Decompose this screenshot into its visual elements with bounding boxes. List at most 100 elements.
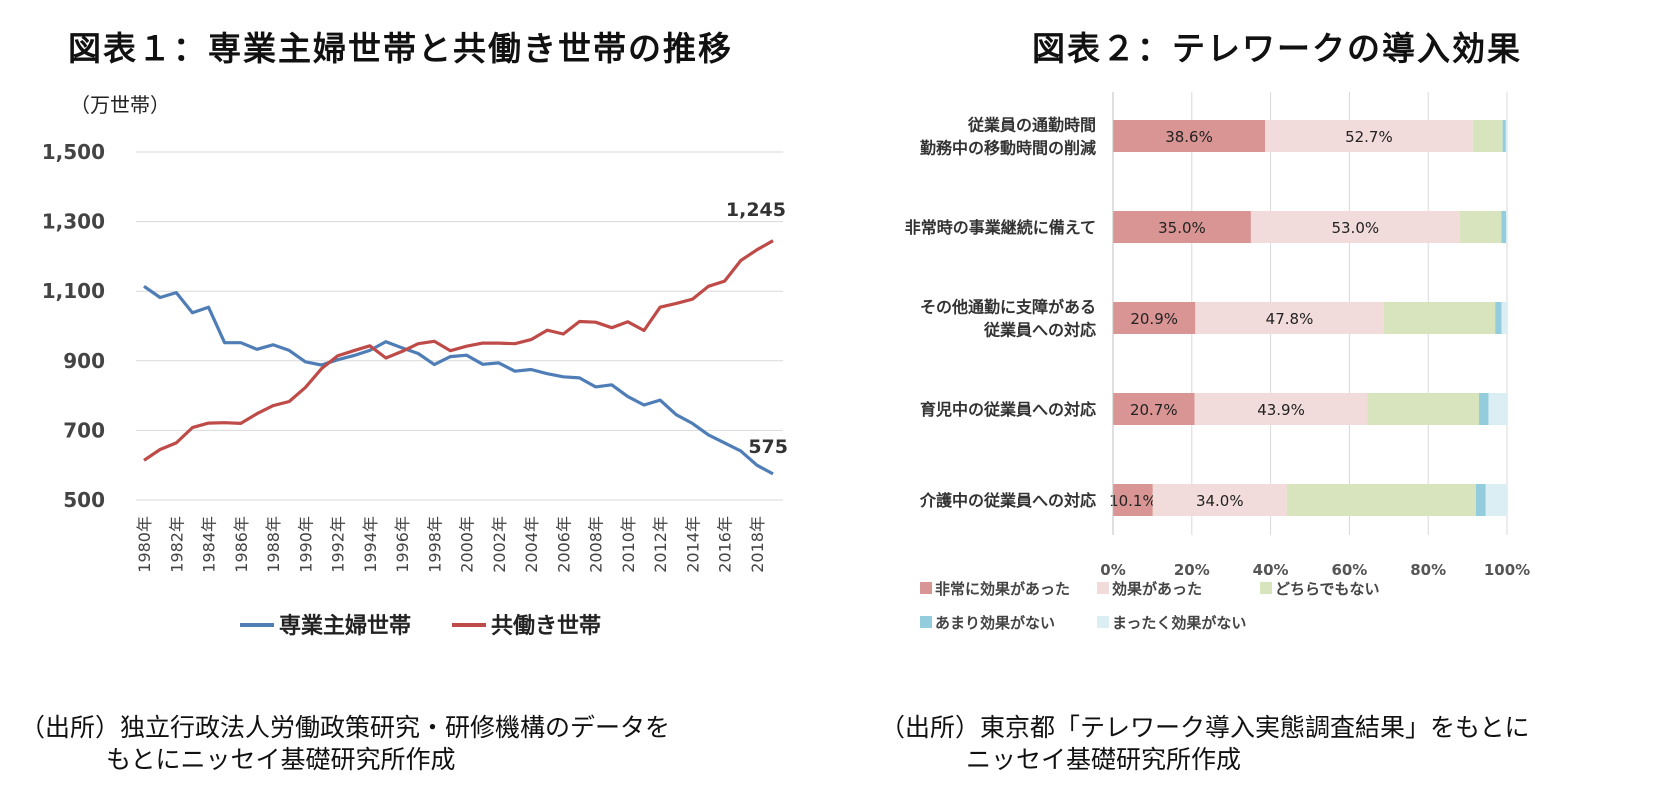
legend-label: どちらでもない [1275, 580, 1380, 598]
data-label: 53.0% [1331, 219, 1379, 237]
x-tick-label: 2006年 [554, 516, 573, 573]
bar-segment [1459, 211, 1502, 243]
data-label: 34.0% [1196, 492, 1244, 510]
legend-label-dual-income: 共働き世帯 [491, 613, 601, 639]
y-tick-label: 900 [63, 349, 105, 373]
data-label: 10.1% [1109, 492, 1157, 510]
category-label: 介護中の従業員への対応 [919, 491, 1096, 510]
legend-label: まったく効果がない [1112, 614, 1246, 632]
x-tick-label: 1990年 [296, 516, 315, 573]
category-label: 育児中の従業員への対応 [920, 400, 1096, 419]
x-tick-label: 1998年 [425, 516, 444, 573]
bar-segment [1195, 302, 1384, 334]
left-source-note: （出所）独立行政法人労働政策研究・研修機構のデータを もとにニッセイ基礎研究所作… [20, 712, 670, 776]
x-tick-label: 60% [1331, 561, 1367, 579]
end-label-housewife: 575 [748, 436, 788, 458]
x-tick-label: 1992年 [329, 516, 348, 573]
legend-label: 非常に効果があった [935, 580, 1070, 598]
bar-segment [1113, 484, 1153, 516]
data-label: 38.6% [1165, 128, 1213, 146]
bar-segment [1495, 302, 1502, 334]
panel-household-trend: 図表１：専業主婦世帯と共働き世帯の推移 （万世帯） 500 700 900 1,100 1… [20, 29, 788, 776]
data-label: 47.8% [1266, 310, 1314, 328]
x-tick-label: 1988年 [264, 516, 283, 573]
y-tick-label: 500 [63, 488, 105, 512]
legend-swatch [920, 582, 932, 594]
data-label: 20.9% [1130, 310, 1178, 328]
end-label-dual-income: 1,245 [726, 199, 786, 221]
bar-segment [1479, 393, 1489, 425]
line-chart: （万世帯） 500 700 900 1,100 1,300 1,500 1980年 1982年 1… [42, 93, 788, 639]
x-tick-label: 2016年 [716, 516, 735, 573]
x-tick-label: 2004年 [522, 516, 541, 573]
x-tick-label: 1984年 [200, 516, 219, 573]
bar-segment [1113, 120, 1266, 152]
legend-swatch [1097, 582, 1109, 594]
x-tick-label: 80% [1410, 561, 1446, 579]
bar-segment [1250, 211, 1460, 243]
x-tick-label: 1994年 [361, 516, 380, 573]
bar-segment [1286, 484, 1476, 516]
bar-segment [1501, 211, 1507, 243]
data-label: 20.7% [1130, 401, 1178, 419]
right-source-line1: （出所）東京都「テレワーク導入実態調査結果」をもとに [880, 713, 1530, 742]
y-tick-label: 1,300 [42, 210, 105, 234]
bar-segment [1152, 484, 1287, 516]
bar-segment [1113, 211, 1251, 243]
x-tick-label: 1980年 [135, 516, 154, 573]
bar-segment [1485, 484, 1507, 516]
bar-segment [1488, 393, 1507, 425]
legend-swatch [1260, 582, 1272, 594]
x-tick-label: 1986年 [232, 516, 251, 573]
bar-segment [1502, 120, 1506, 152]
legend-label: 効果があった [1112, 580, 1202, 598]
bar-segment [1505, 120, 1507, 152]
category-label: 非常時の事業継続に備えて [905, 218, 1096, 237]
x-tick-label: 2014年 [683, 516, 702, 573]
bar-segment [1472, 120, 1503, 152]
category-label: 従業員の通勤時間 [967, 116, 1096, 135]
bar-segment [1265, 120, 1473, 152]
bar-segment [1383, 302, 1496, 334]
right-chart-title: 図表２：テレワークの導入効果 [1032, 29, 1522, 68]
data-label: 43.9% [1257, 401, 1305, 419]
x-tick-label: 1982年 [167, 516, 186, 573]
x-tick-label: 1996年 [393, 516, 412, 573]
x-tick-label: 0% [1100, 561, 1125, 579]
category-label: その他通勤に支障がある [920, 298, 1096, 317]
y-axis-unit-label: （万世帯） [70, 93, 170, 117]
right-source-note: （出所）東京都「テレワーク導入実態調査結果」をもとに ニッセイ基礎研究所作成 [880, 712, 1530, 776]
legend-swatch [920, 616, 932, 628]
x-tick-label: 2008年 [587, 516, 606, 573]
x-tick-label: 2012年 [651, 516, 670, 573]
x-tick-label: 2010年 [619, 516, 638, 573]
panel-telework-effect: 図表２：テレワークの導入効果 0% 20% 40% 60% 80% 100% 従業員の通勤時… [840, 0, 1657, 801]
legend-label: あまり効果がない [935, 614, 1055, 632]
x-tick-label: 40% [1253, 561, 1289, 579]
legend-swatch [1097, 616, 1109, 628]
bar-segment [1113, 393, 1195, 425]
bar-segment [1506, 211, 1507, 243]
x-tick-label: 20% [1174, 561, 1210, 579]
y-tick-label: 1,500 [42, 140, 105, 164]
x-tick-label: 2000年 [458, 516, 477, 573]
bar-segment [1367, 393, 1480, 425]
left-chart-title: 図表１：専業主婦世帯と共働き世帯の推移 [68, 29, 733, 68]
category-label: 従業員への対応 [983, 321, 1096, 340]
y-tick-label: 700 [63, 418, 105, 442]
bar-segment [1475, 484, 1486, 516]
y-tick-label: 1,100 [42, 279, 105, 303]
x-tick-label: 2018年 [748, 516, 767, 573]
legend-label-housewife: 専業主婦世帯 [279, 613, 411, 639]
bar-segment [1501, 302, 1507, 334]
bar-segment [1194, 393, 1368, 425]
x-tick-label: 2002年 [490, 516, 509, 573]
x-tick-label: 100% [1484, 561, 1530, 579]
left-source-line1: （出所）独立行政法人労働政策研究・研修機構のデータを [20, 713, 671, 742]
category-label: 勤務中の移動時間の削減 [920, 139, 1096, 158]
data-label: 35.0% [1158, 219, 1206, 237]
bar-segment [1113, 302, 1196, 334]
series-line-housewife [143, 284, 774, 476]
right-source-line2: ニッセイ基礎研究所作成 [966, 745, 1242, 774]
